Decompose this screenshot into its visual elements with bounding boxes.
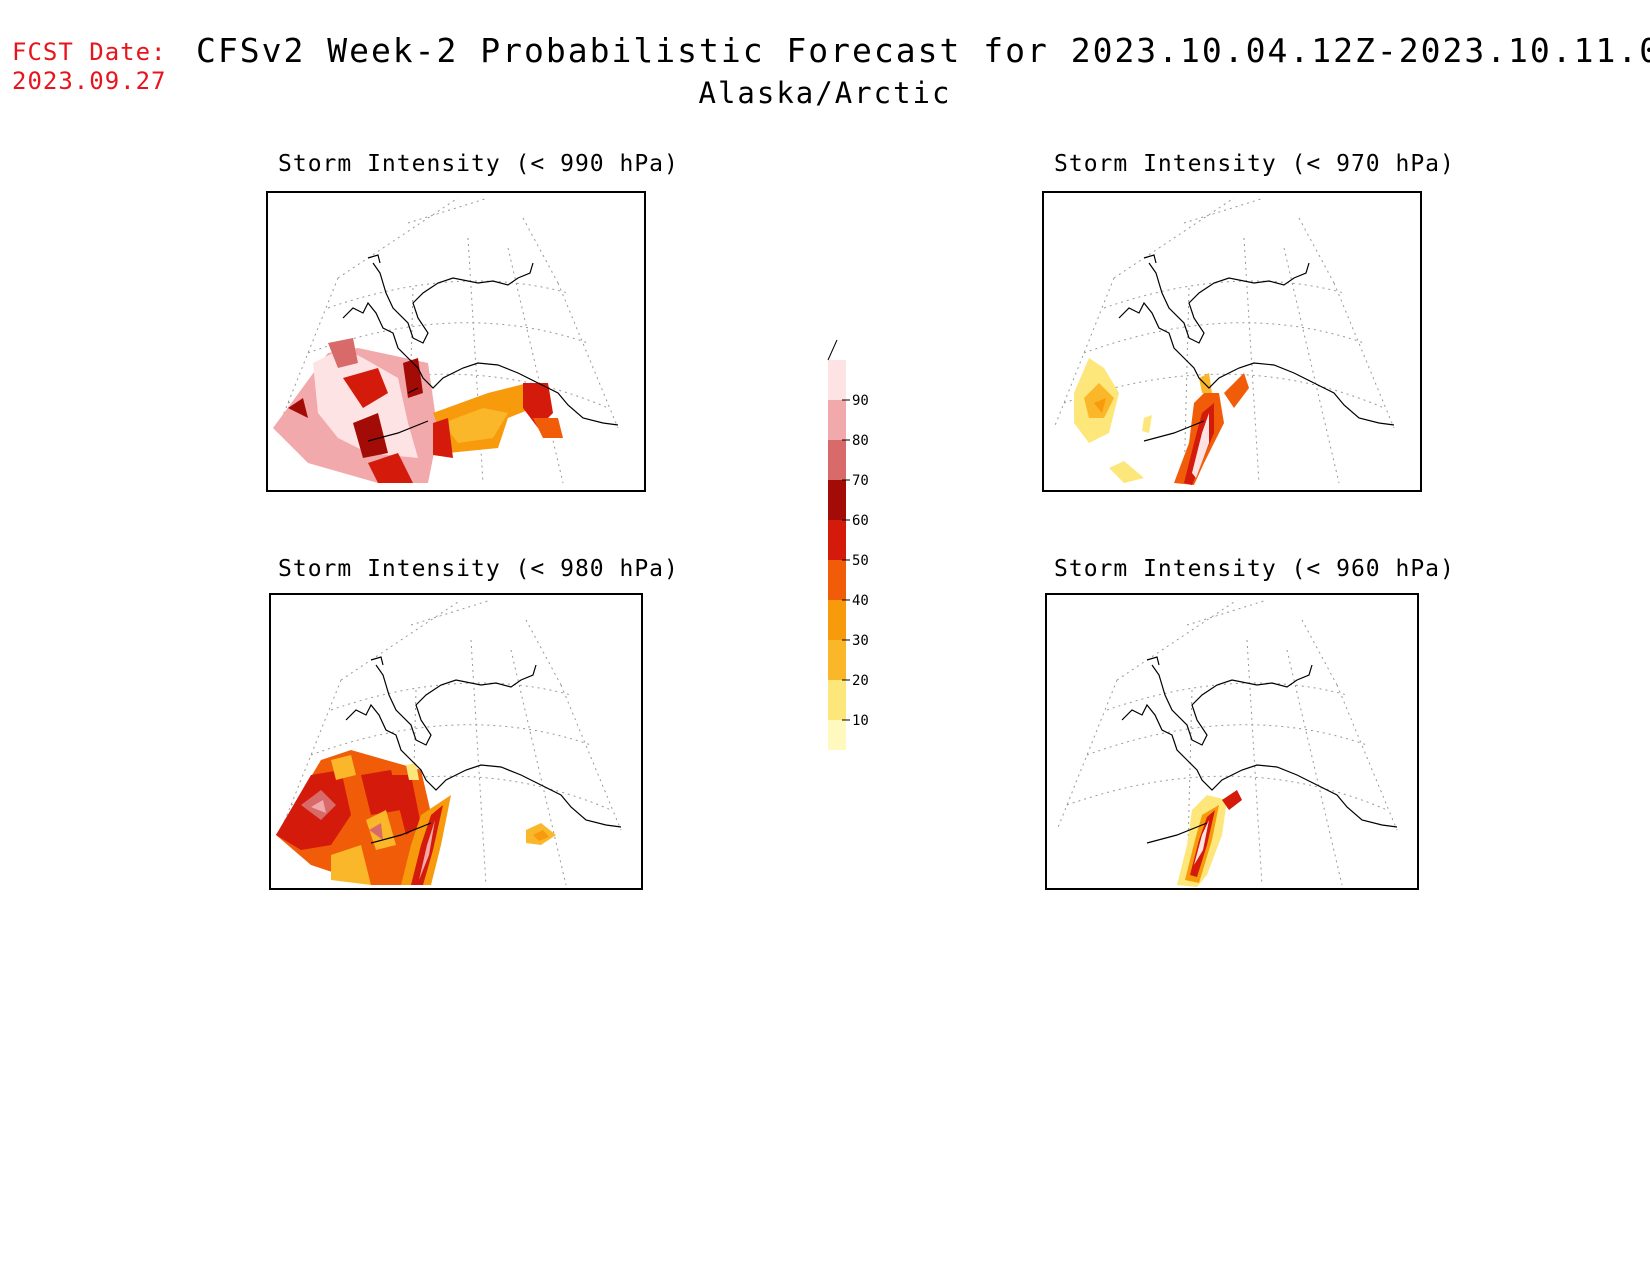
colorbar-label: 70 bbox=[852, 473, 869, 489]
colorbar-labels: 10 20 30 40 50 60 70 80 90 bbox=[842, 393, 869, 729]
colorbar-box bbox=[828, 520, 846, 560]
map-990 bbox=[273, 197, 619, 484]
probability-shading bbox=[1074, 358, 1249, 485]
panel-title-990: Storm Intensity (< 990 hPa) bbox=[278, 151, 679, 177]
map-panel-990 bbox=[266, 191, 646, 492]
colorbar-label: 50 bbox=[852, 553, 869, 569]
colorbar-box bbox=[828, 560, 846, 600]
colorbar-box bbox=[828, 440, 846, 480]
map-panel-980 bbox=[269, 593, 643, 890]
chart-title: CFSv2 Week-2 Probabilistic Forecast for … bbox=[196, 31, 1650, 70]
colorbar-box bbox=[828, 480, 846, 520]
map-970 bbox=[1053, 197, 1395, 485]
map-panel-970 bbox=[1042, 191, 1422, 492]
colorbar-label: 60 bbox=[852, 513, 869, 529]
graticule bbox=[1053, 197, 1395, 484]
colorbar-box bbox=[828, 360, 846, 400]
colorbar-label: 30 bbox=[852, 633, 869, 649]
coastline bbox=[1118, 254, 1395, 442]
coastline bbox=[345, 656, 622, 844]
colorbar-box bbox=[828, 720, 846, 750]
forecast-date: FCST Date: 2023.09.27 bbox=[12, 38, 167, 96]
colorbar-top-end bbox=[827, 339, 838, 361]
panel-title-980: Storm Intensity (< 980 hPa) bbox=[278, 556, 679, 582]
probability-shading bbox=[276, 750, 556, 885]
panel-title-960: Storm Intensity (< 960 hPa) bbox=[1054, 556, 1455, 582]
coastline bbox=[342, 254, 619, 442]
probability-shading bbox=[1177, 790, 1242, 887]
colorbar-label: 40 bbox=[852, 593, 869, 609]
colorbar-label: 20 bbox=[852, 673, 869, 689]
probability-shading bbox=[273, 338, 563, 483]
colorbar-label: 90 bbox=[852, 393, 869, 409]
graticule bbox=[1056, 599, 1398, 886]
colorbar-box bbox=[828, 680, 846, 720]
colorbar-boxes bbox=[827, 339, 846, 750]
colorbar-box bbox=[828, 600, 846, 640]
forecast-date-value: 2023.09.27 bbox=[12, 67, 167, 95]
colorbar-label: 80 bbox=[852, 433, 869, 449]
map-panel-960 bbox=[1045, 593, 1419, 890]
colorbar-label: 10 bbox=[852, 713, 869, 729]
forecast-date-label: FCST Date: bbox=[12, 38, 167, 66]
map-960 bbox=[1056, 599, 1398, 887]
colorbar-box bbox=[828, 640, 846, 680]
coastline bbox=[1121, 656, 1398, 844]
colorbar-box bbox=[828, 400, 846, 440]
panel-title-970: Storm Intensity (< 970 hPa) bbox=[1054, 151, 1455, 177]
colorbar: 10 20 30 40 50 60 70 80 90 bbox=[827, 339, 869, 750]
chart-subtitle: Alaska/Arctic bbox=[698, 76, 952, 110]
map-980 bbox=[276, 599, 622, 886]
